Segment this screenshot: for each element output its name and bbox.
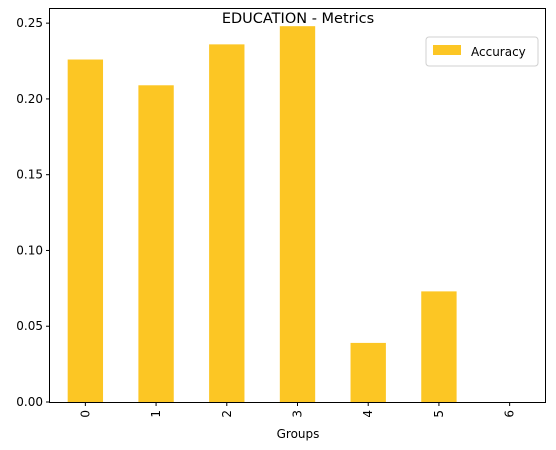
bar-4 bbox=[350, 342, 386, 402]
y-axis: 0.00 0.05 0.10 0.15 0.20 0.25 bbox=[16, 16, 50, 409]
bar-5 bbox=[421, 291, 457, 402]
legend-label: Accuracy bbox=[471, 45, 526, 59]
bar-0 bbox=[67, 59, 104, 403]
x-axis: 0 1 2 3 4 5 6 bbox=[78, 402, 517, 418]
legend-box bbox=[425, 36, 539, 67]
x-tick-label-1: 1 bbox=[149, 410, 163, 418]
x-tick-label-4: 4 bbox=[361, 410, 375, 418]
bars-group bbox=[67, 26, 457, 403]
x-tick-label-5: 5 bbox=[432, 410, 446, 418]
x-tick-label-0: 0 bbox=[78, 410, 92, 418]
chart-title: EDUCATION - Metrics bbox=[222, 11, 374, 27]
x-tick-label-6: 6 bbox=[503, 410, 517, 418]
x-tick-label-3: 3 bbox=[291, 410, 305, 418]
y-tick-label-4: 0.20 bbox=[16, 92, 43, 106]
legend-swatch bbox=[433, 45, 461, 55]
bar-1 bbox=[138, 85, 174, 403]
bar-3 bbox=[279, 26, 316, 402]
y-tick-label-5: 0.25 bbox=[16, 16, 43, 30]
y-tick-label-0: 0.00 bbox=[16, 395, 43, 409]
y-tick-label-3: 0.15 bbox=[16, 168, 43, 182]
plot-frame bbox=[49, 8, 546, 403]
y-tick-label-2: 0.10 bbox=[16, 243, 43, 257]
legend: Accuracy bbox=[425, 36, 539, 67]
x-axis-title: Groups bbox=[277, 427, 320, 441]
y-tick-label-1: 0.05 bbox=[16, 319, 43, 333]
x-tick-label-2: 2 bbox=[220, 410, 234, 418]
bar-2 bbox=[209, 44, 245, 402]
